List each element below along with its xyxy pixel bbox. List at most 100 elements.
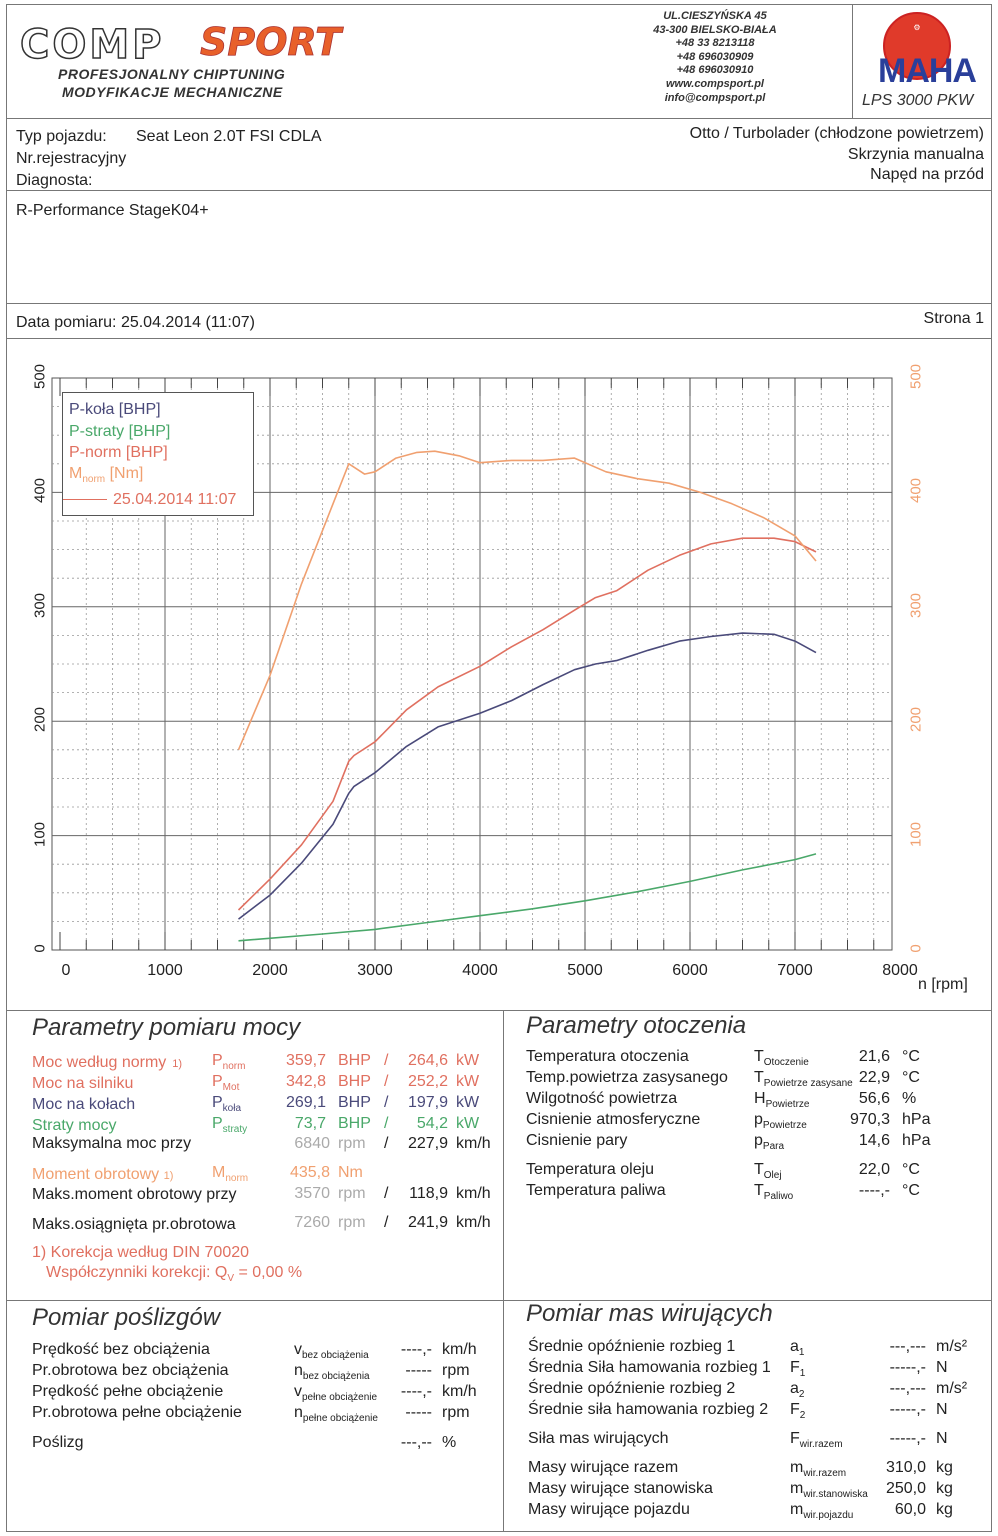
inertia-row-unit: N — [936, 1359, 948, 1376]
legend-run-date: 25.04.2014 11:07 — [63, 491, 236, 509]
x-tick: 0 — [61, 962, 71, 979]
torque-label: Moment obrotowy 1) — [32, 1166, 174, 1183]
slip-row-symbol: nbez obciążenia — [294, 1362, 370, 1383]
ambient-row-value: 14,6 — [858, 1132, 890, 1149]
slip-row-value: ----,- — [400, 1383, 432, 1400]
inertia-title: Pomiar mas wirujących — [526, 1300, 773, 1327]
power-row-unit-kw: kW — [456, 1115, 480, 1132]
inertia-row-unit: kg — [936, 1501, 953, 1518]
frame-right — [991, 4, 992, 1532]
slip-row-label: Prędkość bez obciążenia — [32, 1341, 210, 1358]
chart-grid — [51, 377, 893, 951]
y-tick-right: 200 — [907, 707, 925, 733]
diagnostician-label: Diagnosta: — [16, 172, 93, 189]
y-tick-left: 200 — [31, 707, 49, 733]
inertia-row-value: ---,--- — [889, 1380, 926, 1397]
power-row-unit-bhp: BHP — [338, 1115, 371, 1132]
ambient-row-label: Temperatura oleju — [526, 1161, 655, 1178]
divider-maha — [852, 4, 853, 118]
max-rpm-unit: rpm — [338, 1214, 366, 1231]
ambient-row-value: ----,- — [858, 1182, 890, 1199]
slip-row-unit: km/h — [442, 1341, 477, 1358]
ambient-row-value: 970,3 — [849, 1111, 890, 1128]
ambient-row-unit: % — [902, 1090, 917, 1107]
slip-row-value: ---,-- — [400, 1434, 432, 1451]
legend-power-loss: P-straty [BHP] — [69, 423, 171, 440]
ambient-row-label: Wilgotność powietrza — [526, 1090, 678, 1107]
inertia-row-symbol: mwir.pojazdu — [790, 1501, 854, 1522]
ambient-row-unit: hPa — [902, 1111, 931, 1128]
frame-left — [6, 4, 7, 1532]
inertia-row-value: 310,0 — [885, 1459, 926, 1476]
series-line-0 — [238, 632, 817, 920]
power-row-symbol: Pstraty — [212, 1115, 248, 1136]
max-rpm-value: 7260 — [294, 1214, 330, 1231]
legend-norm-power: P-norm [BHP] — [69, 444, 168, 461]
company-address: UL.CIESZYŃSKA 45 43-300 BIELSKO-BIAŁA +4… — [653, 10, 777, 104]
ambient-row-symbol: pPowietrze — [754, 1111, 807, 1132]
ambient-row-unit: hPa — [902, 1132, 931, 1149]
power-row-unit-kw: kW — [456, 1073, 480, 1090]
max-power-rpm: 6840 — [294, 1135, 330, 1152]
inertia-row-unit: m/s² — [936, 1380, 968, 1397]
series-line-1 — [238, 853, 817, 942]
inertia-row-label: Średnie siła hamowania rozbieg 2 — [528, 1401, 769, 1418]
x-tick: 5000 — [567, 962, 603, 979]
ambient-row-label: Temperatura paliwa — [526, 1182, 666, 1199]
y-tick-left: 300 — [31, 592, 49, 618]
vehicle-type-value: Seat Leon 2.0T FSI CDLA — [136, 128, 322, 145]
inertia-row-symbol: mwir.stanowiska — [790, 1480, 868, 1501]
tagline-mechanical: MODYFIKACJE MECHANICZNE — [62, 84, 283, 100]
torque-symbol: Mnorm — [212, 1164, 249, 1185]
power-row-slash: / — [384, 1073, 389, 1090]
max-rpm-label: Maks.osiągnięta pr.obrotowa — [32, 1216, 236, 1233]
divider-note — [6, 303, 992, 304]
power-row-slash: / — [384, 1115, 389, 1132]
dyno-chart — [51, 377, 893, 951]
registration-label: Nr.rejestracyjny — [16, 150, 127, 167]
ambient-row-value: 21,6 — [858, 1048, 890, 1065]
torque-value: 435,8 — [289, 1164, 330, 1181]
logo-sport: SPORT — [200, 20, 342, 65]
power-row-symbol: Pkoła — [212, 1094, 242, 1115]
slip-row-label: Prędkość pełne obciążenie — [32, 1383, 224, 1400]
divider-date — [6, 338, 992, 339]
x-tick: 8000 — [882, 962, 918, 979]
x-tick: 2000 — [252, 962, 288, 979]
gearbox-type: Skrzynia manualna — [847, 146, 984, 163]
max-power-label: Maksymalna moc przy — [32, 1135, 192, 1152]
legend-norm-torque: Mnorm [Nm] — [69, 465, 144, 486]
inertia-row-symbol: mwir.razem — [790, 1459, 847, 1480]
slip-row-unit: rpm — [442, 1362, 470, 1379]
ambient-row-value: 22,0 — [858, 1161, 890, 1178]
y-tick-right: 500 — [907, 363, 925, 390]
power-row-value-kw: 197,9 — [407, 1094, 448, 1111]
power-row-label: Moc na silniku — [32, 1075, 134, 1092]
max-rpm-speed-unit: km/h — [456, 1214, 491, 1231]
max-power-rpm-unit: rpm — [338, 1135, 366, 1152]
drive-type: Napęd na przód — [870, 166, 984, 183]
inertia-row-unit: m/s² — [936, 1338, 968, 1355]
logo-comp: COMP — [19, 21, 165, 69]
power-row-symbol: Pnorm — [212, 1052, 246, 1073]
inertia-row-value: ---,--- — [889, 1338, 926, 1355]
slip-row-label: Pr.obrotowa bez obciążenia — [32, 1362, 229, 1379]
power-row-unit-bhp: BHP — [338, 1094, 371, 1111]
series-line-2 — [237, 537, 817, 911]
chart-lines — [237, 450, 817, 942]
power-row-value-bhp: 73,7 — [294, 1115, 326, 1132]
ambient-row-unit: °C — [902, 1161, 920, 1178]
ambient-row-symbol: pPara — [754, 1132, 785, 1153]
slip-row-label: Poślizg — [32, 1434, 84, 1451]
slip-row-symbol: vpełne obciążenie — [294, 1383, 378, 1404]
max-torque-slash: / — [384, 1185, 389, 1202]
ambient-row-unit: °C — [902, 1182, 920, 1199]
divider-chart — [6, 1010, 992, 1011]
ambient-row-value: 56,6 — [858, 1090, 890, 1107]
inertia-row-unit: kg — [936, 1459, 953, 1476]
y-tick-right: 400 — [907, 478, 925, 504]
chart-legend: P-koła [BHP] P-straty [BHP] P-norm [BHP]… — [62, 392, 254, 516]
slip-row-value: ----,- — [400, 1341, 432, 1358]
y-tick-right: 300 — [907, 592, 925, 618]
y-tick-left: 500 — [31, 363, 49, 390]
